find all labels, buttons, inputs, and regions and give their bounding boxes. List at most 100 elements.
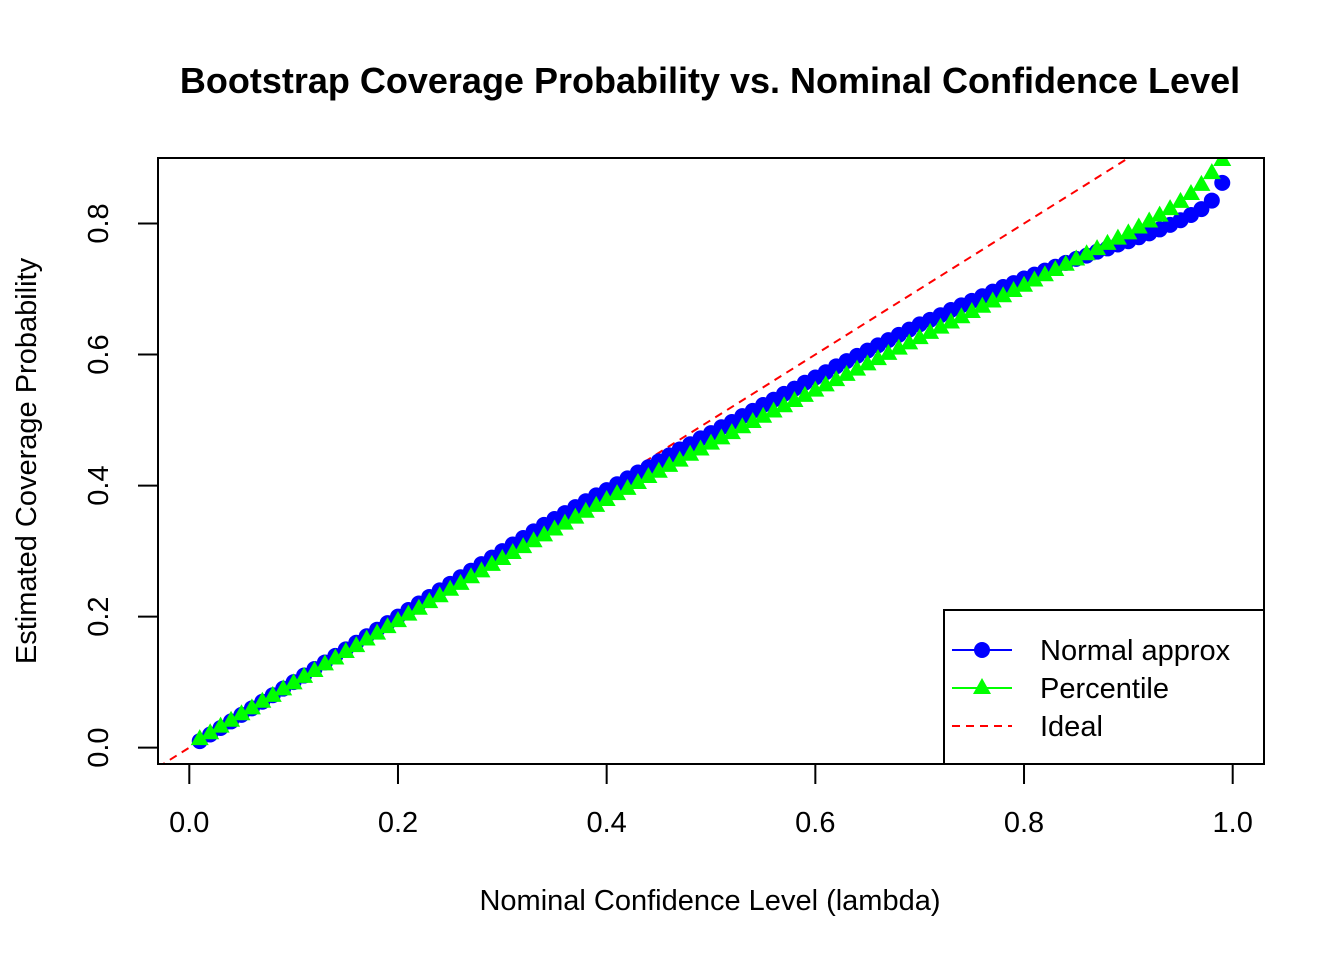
percentile-point	[441, 579, 460, 596]
percentile-point	[795, 385, 814, 402]
percentile-point	[879, 343, 898, 360]
percentile-point	[1067, 249, 1086, 266]
y-tick-label: 0.2	[83, 596, 115, 636]
percentile-point	[535, 525, 554, 542]
percentile-point	[545, 519, 564, 536]
x-tick-label: 0.6	[795, 807, 835, 839]
percentile-point	[1015, 275, 1034, 292]
y-axis: 0.0 0.2 0.4 0.6 0.8	[83, 203, 159, 768]
normal-approx-point	[1203, 192, 1220, 209]
percentile-point	[587, 495, 606, 512]
percentile-point	[514, 537, 533, 554]
legend-label-percentile: Percentile	[1040, 673, 1169, 705]
percentile-point	[274, 679, 293, 696]
percentile-point	[941, 312, 960, 329]
percentile-point	[1161, 199, 1180, 216]
percentile-point	[524, 531, 543, 548]
percentile-point	[1213, 158, 1232, 166]
percentile-point	[722, 423, 741, 440]
percentile-point	[994, 286, 1013, 303]
x-tick-label: 1.0	[1213, 807, 1253, 839]
legend-label-ideal: Ideal	[1040, 711, 1103, 743]
percentile-point	[608, 484, 627, 501]
percentile-point	[1004, 280, 1023, 297]
percentile-point	[733, 417, 752, 434]
chart-title: Bootstrap Coverage Probability vs. Nomin…	[180, 60, 1240, 101]
percentile-point	[190, 729, 209, 746]
percentile-point	[399, 604, 418, 621]
percentile-point	[211, 716, 230, 733]
percentile-point	[242, 698, 261, 715]
percentile-point	[962, 301, 981, 318]
percentile-point	[1077, 244, 1096, 261]
percentile-point	[764, 401, 783, 418]
percentile-point	[670, 450, 689, 467]
percentile-point	[462, 567, 481, 584]
y-axis-label: Estimated Coverage Probability	[11, 257, 43, 664]
percentile-point	[315, 654, 334, 671]
y-tick-label: 0.8	[83, 203, 115, 243]
percentile-point	[284, 673, 303, 690]
percentile-point	[952, 307, 971, 324]
percentile-point	[1150, 205, 1169, 222]
percentile-point	[409, 598, 428, 615]
percentile-point	[482, 554, 501, 571]
percentile-point	[806, 380, 825, 397]
percentile-point	[649, 461, 668, 478]
legend: Normal approx Percentile Ideal	[943, 609, 1265, 765]
percentile-point	[232, 704, 251, 721]
percentile-point	[566, 507, 585, 524]
percentile-point	[889, 338, 908, 355]
percentile-point	[1129, 217, 1148, 234]
plot-area	[161, 158, 1232, 764]
percentile-point	[837, 364, 856, 381]
percentile-point	[973, 296, 992, 313]
percentile-point	[1192, 174, 1211, 191]
y-tick-label: 0.4	[83, 465, 115, 505]
percentile-point	[597, 489, 616, 506]
percentile-point	[910, 328, 929, 345]
percentile-point	[430, 586, 449, 603]
percentile-point	[295, 666, 314, 683]
percentile-point	[1088, 239, 1107, 256]
percentile-point	[827, 370, 846, 387]
x-tick-label: 0.2	[378, 807, 418, 839]
percentile-point	[681, 444, 700, 461]
percentile-point	[1140, 211, 1159, 228]
percentile-point	[921, 322, 940, 339]
percentile-point	[305, 660, 324, 677]
percentile-point	[451, 573, 470, 590]
percentile-point	[1025, 270, 1044, 287]
percentile-point	[357, 629, 376, 646]
y-tick-label: 0.6	[83, 334, 115, 374]
percentile-point	[702, 433, 720, 450]
percentile-point	[848, 359, 867, 376]
percentile-point	[1108, 228, 1127, 245]
percentile-point	[775, 396, 794, 413]
percentile-point	[1056, 254, 1075, 271]
legend-label-normal-approx: Normal approx	[1040, 635, 1231, 667]
percentile-point	[1171, 191, 1190, 208]
percentile-point	[378, 617, 397, 634]
x-tick-label: 0.8	[1004, 807, 1044, 839]
percentile-point	[754, 406, 773, 423]
percentile-point	[639, 467, 658, 484]
percentile-point	[1046, 260, 1065, 277]
percentile-point	[743, 412, 762, 429]
percentile-point	[222, 710, 241, 727]
legend-swatch-percentile-marker	[973, 678, 991, 694]
percentile-point	[660, 455, 679, 472]
percentile-point	[263, 685, 282, 702]
series-percentile	[190, 158, 1232, 746]
percentile-point	[816, 375, 835, 392]
percentile-point	[868, 349, 887, 366]
percentile-point	[472, 561, 491, 578]
percentile-point	[900, 333, 919, 350]
percentile-point	[388, 611, 407, 628]
percentile-point	[1119, 223, 1138, 240]
x-axis: 0.0 0.2 0.4 0.6 0.8 1.0	[169, 763, 1253, 839]
percentile-point	[1202, 163, 1221, 180]
percentile-point	[858, 354, 877, 371]
x-tick-label: 0.4	[586, 807, 626, 839]
